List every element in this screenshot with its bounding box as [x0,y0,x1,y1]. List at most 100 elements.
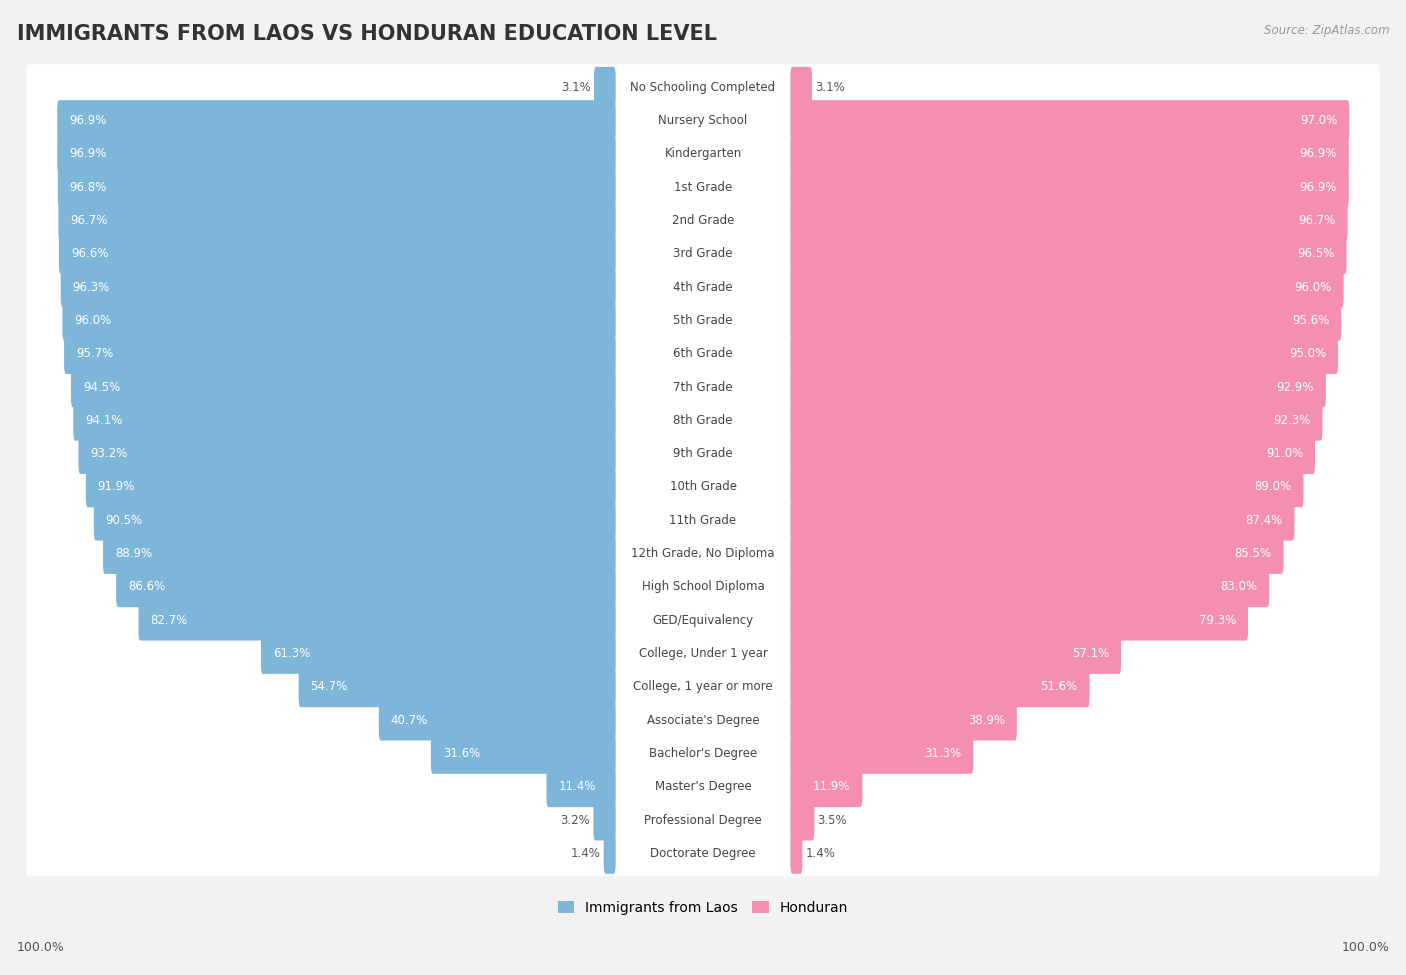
FancyBboxPatch shape [790,467,1303,507]
Text: 96.9%: 96.9% [1299,180,1337,194]
Text: Source: ZipAtlas.com: Source: ZipAtlas.com [1264,24,1389,37]
Text: 91.9%: 91.9% [98,481,135,493]
FancyBboxPatch shape [27,398,1379,444]
Text: 96.3%: 96.3% [73,281,110,293]
Text: 31.6%: 31.6% [443,747,479,760]
Text: IMMIGRANTS FROM LAOS VS HONDURAN EDUCATION LEVEL: IMMIGRANTS FROM LAOS VS HONDURAN EDUCATI… [17,24,717,45]
FancyBboxPatch shape [790,300,1341,340]
Text: 51.6%: 51.6% [1040,681,1077,693]
Text: 96.9%: 96.9% [69,147,107,160]
Text: 93.2%: 93.2% [90,448,128,460]
FancyBboxPatch shape [790,267,1344,307]
Text: 94.5%: 94.5% [83,380,120,394]
Text: 87.4%: 87.4% [1246,514,1282,526]
FancyBboxPatch shape [27,831,1379,877]
FancyBboxPatch shape [27,431,1379,477]
FancyBboxPatch shape [593,800,616,840]
Text: 92.3%: 92.3% [1274,413,1310,427]
Text: 9th Grade: 9th Grade [673,448,733,460]
Text: 11.9%: 11.9% [813,780,851,794]
FancyBboxPatch shape [790,200,1347,241]
Text: 94.1%: 94.1% [86,413,122,427]
FancyBboxPatch shape [790,800,814,840]
FancyBboxPatch shape [103,533,616,574]
FancyBboxPatch shape [60,267,616,307]
Text: 8th Grade: 8th Grade [673,413,733,427]
FancyBboxPatch shape [790,533,1284,574]
FancyBboxPatch shape [27,730,1379,776]
FancyBboxPatch shape [27,98,1379,143]
Text: Nursery School: Nursery School [658,114,748,127]
Text: 95.0%: 95.0% [1289,347,1326,360]
Text: 96.7%: 96.7% [70,214,108,227]
Text: 90.5%: 90.5% [105,514,143,526]
Text: 31.3%: 31.3% [924,747,962,760]
FancyBboxPatch shape [298,667,616,707]
Text: 10th Grade: 10th Grade [669,481,737,493]
Text: High School Diploma: High School Diploma [641,580,765,594]
FancyBboxPatch shape [27,64,1379,110]
FancyBboxPatch shape [27,697,1379,743]
Text: 96.5%: 96.5% [1298,248,1334,260]
Text: 1st Grade: 1st Grade [673,180,733,194]
FancyBboxPatch shape [790,67,813,107]
FancyBboxPatch shape [790,600,1249,641]
Text: 95.7%: 95.7% [76,347,114,360]
FancyBboxPatch shape [65,333,616,374]
Text: 96.0%: 96.0% [75,314,111,327]
Text: 88.9%: 88.9% [115,547,152,560]
Text: 40.7%: 40.7% [391,714,427,726]
Text: 89.0%: 89.0% [1254,481,1292,493]
Text: 2nd Grade: 2nd Grade [672,214,734,227]
Text: 79.3%: 79.3% [1199,613,1236,627]
FancyBboxPatch shape [27,763,1379,810]
Text: 82.7%: 82.7% [150,613,187,627]
Text: No Schooling Completed: No Schooling Completed [630,81,776,94]
Text: Doctorate Degree: Doctorate Degree [650,847,756,860]
FancyBboxPatch shape [27,231,1379,277]
Text: College, Under 1 year: College, Under 1 year [638,647,768,660]
FancyBboxPatch shape [59,233,616,274]
FancyBboxPatch shape [547,766,616,807]
Text: 54.7%: 54.7% [311,681,347,693]
FancyBboxPatch shape [790,333,1339,374]
FancyBboxPatch shape [27,364,1379,410]
Text: 96.0%: 96.0% [1295,281,1331,293]
FancyBboxPatch shape [86,467,616,507]
FancyBboxPatch shape [603,833,616,874]
FancyBboxPatch shape [790,500,1295,540]
Text: 5th Grade: 5th Grade [673,314,733,327]
Text: 100.0%: 100.0% [1341,941,1389,954]
FancyBboxPatch shape [27,297,1379,343]
FancyBboxPatch shape [94,500,616,540]
FancyBboxPatch shape [27,198,1379,244]
Text: 12th Grade, No Diploma: 12th Grade, No Diploma [631,547,775,560]
FancyBboxPatch shape [27,164,1379,211]
FancyBboxPatch shape [73,400,616,441]
FancyBboxPatch shape [790,100,1350,140]
Text: 4th Grade: 4th Grade [673,281,733,293]
Text: 100.0%: 100.0% [17,941,65,954]
Text: 96.9%: 96.9% [1299,147,1337,160]
Text: 3.1%: 3.1% [561,81,591,94]
FancyBboxPatch shape [790,700,1017,741]
FancyBboxPatch shape [790,167,1348,208]
FancyBboxPatch shape [378,700,616,741]
Text: 91.0%: 91.0% [1265,448,1303,460]
FancyBboxPatch shape [27,530,1379,576]
Text: 96.7%: 96.7% [1298,214,1336,227]
Text: 1.4%: 1.4% [806,847,835,860]
Text: 1.4%: 1.4% [571,847,600,860]
Text: 7th Grade: 7th Grade [673,380,733,394]
FancyBboxPatch shape [58,100,616,140]
FancyBboxPatch shape [27,598,1379,644]
Text: 6th Grade: 6th Grade [673,347,733,360]
FancyBboxPatch shape [27,331,1379,376]
FancyBboxPatch shape [790,134,1348,175]
Text: 3.5%: 3.5% [818,814,848,827]
FancyBboxPatch shape [27,631,1379,677]
FancyBboxPatch shape [790,400,1323,441]
FancyBboxPatch shape [790,233,1347,274]
FancyBboxPatch shape [262,633,616,674]
Text: 11th Grade: 11th Grade [669,514,737,526]
